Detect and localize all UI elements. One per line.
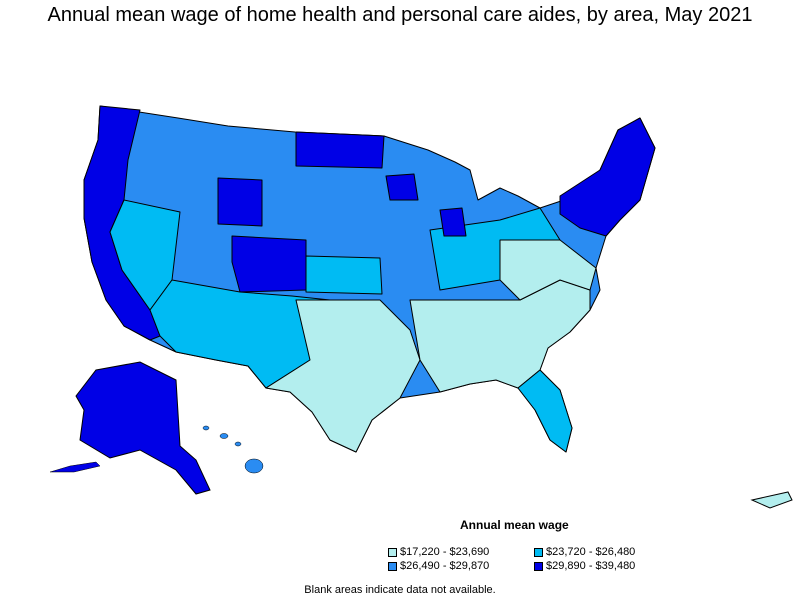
legend-item: $29,890 - $39,480 <box>534 560 635 572</box>
region-florida <box>517 369 573 453</box>
legend-item: $26,490 - $29,870 <box>388 560 489 572</box>
map-title: Annual mean wage of home health and pers… <box>47 4 753 26</box>
legend-swatch <box>388 547 397 557</box>
region-twin-cities <box>385 173 419 201</box>
footnote: Blank areas indicate data not available. <box>304 584 496 596</box>
legend-label: $29,890 - $39,480 <box>546 560 636 572</box>
legend: Annual mean wage $17,220 - $23,690 $23,7… <box>384 518 644 578</box>
alaska <box>75 361 211 495</box>
region-west-coast <box>83 105 161 341</box>
region-texas <box>265 299 421 453</box>
legend-swatch <box>388 561 397 571</box>
alaska-islands <box>49 461 101 473</box>
legend-label: $17,220 - $23,690 <box>400 546 490 558</box>
contiguous-us <box>83 105 656 453</box>
region-appalachia <box>499 239 597 301</box>
legend-swatch <box>534 547 543 557</box>
region-southwest <box>149 279 331 389</box>
hawaii <box>202 425 264 474</box>
legend-item: $17,220 - $23,690 <box>388 546 489 558</box>
legend-swatch <box>534 561 543 571</box>
region-north-dakota <box>295 131 385 169</box>
legend-label: $26,490 - $29,870 <box>400 560 490 572</box>
legend-label: $23,720 - $26,480 <box>546 546 636 558</box>
legend-item: $23,720 - $26,480 <box>534 546 635 558</box>
puerto-rico <box>750 491 793 509</box>
region-wyoming <box>217 177 263 227</box>
region-northeast <box>559 117 656 237</box>
legend-title: Annual mean wage <box>460 518 569 532</box>
region-kansas <box>305 255 383 295</box>
region-chicago <box>439 207 467 237</box>
region-colorado <box>231 235 307 293</box>
